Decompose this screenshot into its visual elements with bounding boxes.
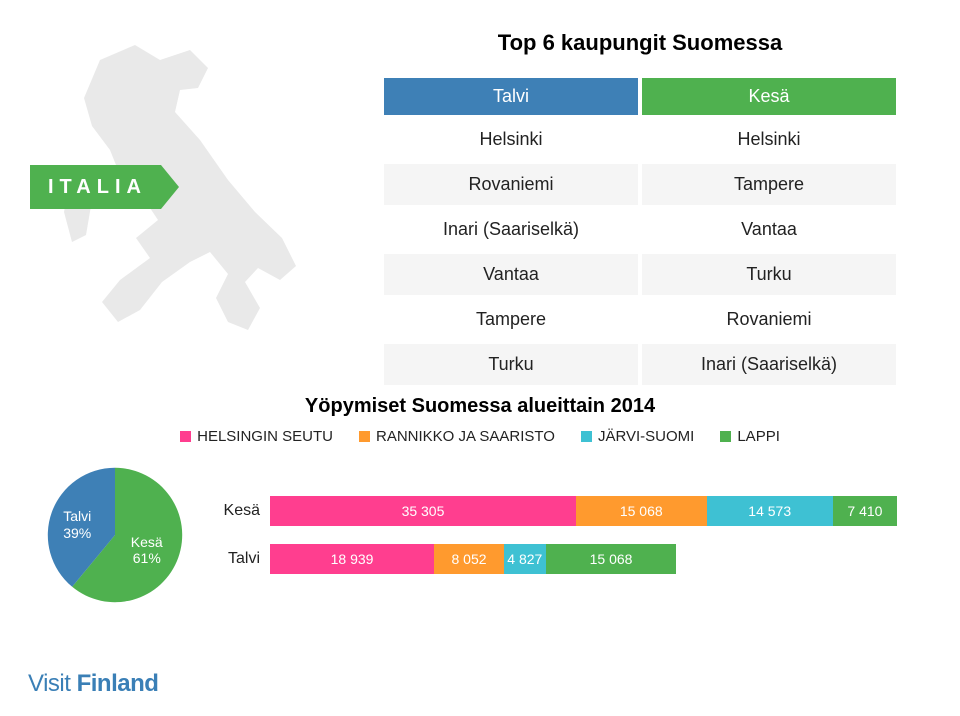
legend-label: LAPPI	[737, 428, 780, 445]
top-cities-table-block: Top 6 kaupungit Suomessa Talvi Kesä Hels…	[380, 30, 900, 389]
col-header-talvi: Talvi	[384, 78, 638, 115]
legend-item: LAPPI	[720, 428, 780, 445]
country-map-block: ITALIA	[40, 30, 340, 389]
bar-track: 35 30515 06814 5737 410	[270, 496, 920, 526]
visit-finland-logo: Visit Finland	[28, 670, 158, 698]
table-cell: Inari (Saariselkä)	[384, 209, 638, 250]
logo-post: Finland	[77, 670, 159, 697]
table-cell: Rovaniemi	[384, 164, 638, 205]
table-cell: Tampere	[384, 299, 638, 340]
ribbon-tail-icon	[161, 165, 179, 209]
legend-item: HELSINGIN SEUTU	[180, 428, 333, 445]
stacked-bar-chart-block: Yöpymiset Suomessa alueittain 2014 HELSI…	[0, 395, 960, 605]
table-cell: Helsinki	[384, 119, 638, 160]
country-ribbon: ITALIA	[30, 165, 179, 209]
table-row: VantaaTurku	[384, 254, 896, 295]
bar-segment: 8 052	[434, 544, 504, 574]
legend-label: RANNIKKO JA SAARISTO	[376, 428, 555, 445]
legend-label: HELSINGIN SEUTU	[197, 428, 333, 445]
table-cell: Tampere	[642, 164, 896, 205]
legend-swatch-icon	[581, 431, 592, 442]
chart-title: Yöpymiset Suomessa alueittain 2014	[40, 395, 920, 418]
bar-segment: 7 410	[833, 496, 897, 526]
table-row: RovaniemiTampere	[384, 164, 896, 205]
legend-swatch-icon	[359, 431, 370, 442]
bar-track: 18 9398 0524 82715 068	[270, 544, 920, 574]
table-cell: Vantaa	[642, 209, 896, 250]
table-cell: Inari (Saariselkä)	[642, 344, 896, 385]
table-row: HelsinkiHelsinki	[384, 119, 896, 160]
legend-swatch-icon	[180, 431, 191, 442]
bar-row-label: Talvi	[220, 550, 270, 568]
logo-pre: Visit	[28, 670, 77, 697]
country-ribbon-label: ITALIA	[30, 165, 161, 209]
legend-item: JÄRVI-SUOMI	[581, 428, 694, 445]
table-row: TurkuInari (Saariselkä)	[384, 344, 896, 385]
table-cell: Rovaniemi	[642, 299, 896, 340]
chart-legend: HELSINGIN SEUTU RANNIKKO JA SAARISTO JÄRVI…	[40, 428, 920, 445]
bar-segment: 15 068	[576, 496, 707, 526]
table-row: Inari (Saariselkä)Vantaa	[384, 209, 896, 250]
legend-item: RANNIKKO JA SAARISTO	[359, 428, 555, 445]
col-header-kesa: Kesä	[642, 78, 896, 115]
table-cell: Vantaa	[384, 254, 638, 295]
stacked-bars: Kesä35 30515 06814 5737 410Talvi18 9398 …	[220, 480, 920, 590]
top-cities-table: Talvi Kesä HelsinkiHelsinkiRovaniemiTamp…	[380, 74, 900, 389]
bar-segment: 18 939	[270, 544, 434, 574]
bar-segment: 35 305	[270, 496, 576, 526]
bar-row: Kesä35 30515 06814 5737 410	[220, 494, 920, 528]
table-cell: Helsinki	[642, 119, 896, 160]
bar-segment: 14 573	[707, 496, 833, 526]
table-cell: Turku	[642, 254, 896, 295]
table-row: TampereRovaniemi	[384, 299, 896, 340]
legend-label: JÄRVI-SUOMI	[598, 428, 694, 445]
bar-row: Talvi18 9398 0524 82715 068	[220, 542, 920, 576]
bar-row-label: Kesä	[220, 502, 270, 520]
bar-segment: 4 827	[504, 544, 546, 574]
table-title: Top 6 kaupungit Suomessa	[380, 30, 900, 56]
bar-segment: 15 068	[546, 544, 677, 574]
pie-chart: Kesä61%Talvi39%	[40, 465, 190, 605]
legend-swatch-icon	[720, 431, 731, 442]
table-cell: Turku	[384, 344, 638, 385]
